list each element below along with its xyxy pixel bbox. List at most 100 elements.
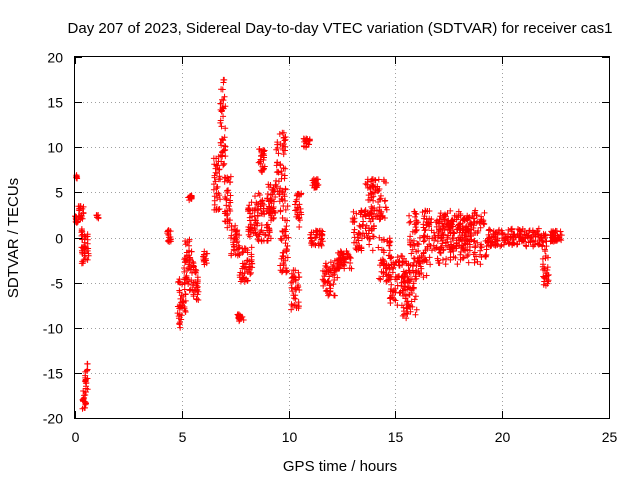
data-point — [239, 276, 246, 283]
data-point — [434, 217, 441, 224]
data-point — [358, 244, 365, 251]
data-point — [193, 296, 200, 303]
data-point — [177, 324, 184, 331]
data-point — [458, 232, 465, 239]
data-point — [420, 215, 427, 222]
data-point — [75, 206, 82, 213]
data-point — [453, 226, 460, 233]
data-point — [420, 234, 427, 241]
data-point — [316, 240, 323, 247]
data-point — [276, 131, 283, 138]
data-point — [428, 247, 435, 254]
data-point — [277, 141, 284, 148]
data-point — [280, 261, 287, 268]
data-point — [246, 214, 253, 221]
data-point — [222, 125, 229, 132]
data-point — [386, 295, 393, 302]
data-point — [175, 313, 182, 320]
data-point — [223, 212, 230, 219]
data-point — [255, 206, 262, 213]
data-point — [372, 184, 379, 191]
data-point — [462, 241, 469, 248]
data-point — [408, 250, 415, 257]
data-point — [392, 297, 399, 304]
data-point — [221, 160, 228, 167]
data-point — [79, 205, 86, 212]
data-point — [260, 150, 267, 157]
data-point — [272, 194, 279, 201]
data-point — [522, 242, 529, 249]
data-point — [253, 201, 260, 208]
data-point — [509, 239, 516, 246]
data-point — [278, 195, 285, 202]
data-point — [377, 276, 384, 283]
x-tick-label: 20 — [495, 429, 511, 445]
data-point — [410, 285, 417, 292]
data-point — [420, 221, 427, 228]
data-point — [82, 372, 89, 379]
data-point — [483, 251, 490, 258]
data-point — [81, 404, 88, 411]
data-point — [293, 196, 300, 203]
data-point — [240, 316, 247, 323]
data-point — [222, 143, 229, 150]
data-point — [321, 272, 328, 279]
data-point — [362, 225, 369, 232]
data-point — [220, 137, 227, 144]
data-point — [353, 246, 360, 253]
y-axis-label: SDTVAR / TECUs — [5, 178, 22, 298]
data-point — [540, 273, 547, 280]
data-point — [256, 192, 263, 199]
data-point — [474, 212, 481, 219]
data-point — [236, 272, 243, 279]
data-point — [398, 252, 405, 259]
data-point — [361, 233, 368, 240]
data-point — [219, 149, 226, 156]
data-point — [350, 208, 357, 215]
data-point — [282, 206, 289, 213]
data-point — [220, 113, 227, 120]
data-point — [380, 257, 387, 264]
data-point — [399, 273, 406, 280]
data-point — [283, 235, 290, 242]
data-point — [383, 278, 390, 285]
data-point — [370, 223, 377, 230]
data-point — [492, 236, 499, 243]
data-point — [364, 178, 371, 185]
data-point — [464, 237, 471, 244]
data-point — [265, 184, 272, 191]
data-point — [191, 287, 198, 294]
data-point — [378, 268, 385, 275]
data-point — [389, 288, 396, 295]
data-point — [406, 212, 413, 219]
data-point — [311, 184, 318, 191]
data-point — [280, 151, 287, 158]
data-point — [176, 276, 183, 283]
data-point — [296, 214, 303, 221]
y-tick-label: 10 — [47, 140, 63, 156]
data-point — [336, 264, 343, 271]
data-point — [257, 198, 264, 205]
data-point — [252, 193, 259, 200]
data-point — [405, 291, 412, 298]
data-point — [400, 278, 407, 285]
x-tick-label: 10 — [282, 429, 298, 445]
data-point — [214, 183, 221, 190]
data-point — [510, 236, 517, 243]
data-point — [412, 311, 419, 318]
data-point — [223, 196, 230, 203]
data-point — [279, 249, 286, 256]
data-point — [221, 93, 228, 100]
data-point — [348, 265, 355, 272]
data-point — [443, 255, 450, 262]
data-point — [327, 267, 334, 274]
data-point — [248, 251, 255, 258]
data-point — [278, 175, 285, 182]
data-point — [242, 264, 249, 271]
data-point — [444, 210, 451, 217]
data-point — [401, 308, 408, 315]
data-point — [447, 249, 454, 256]
data-point — [354, 234, 361, 241]
data-point — [256, 158, 263, 165]
data-point — [526, 235, 533, 242]
